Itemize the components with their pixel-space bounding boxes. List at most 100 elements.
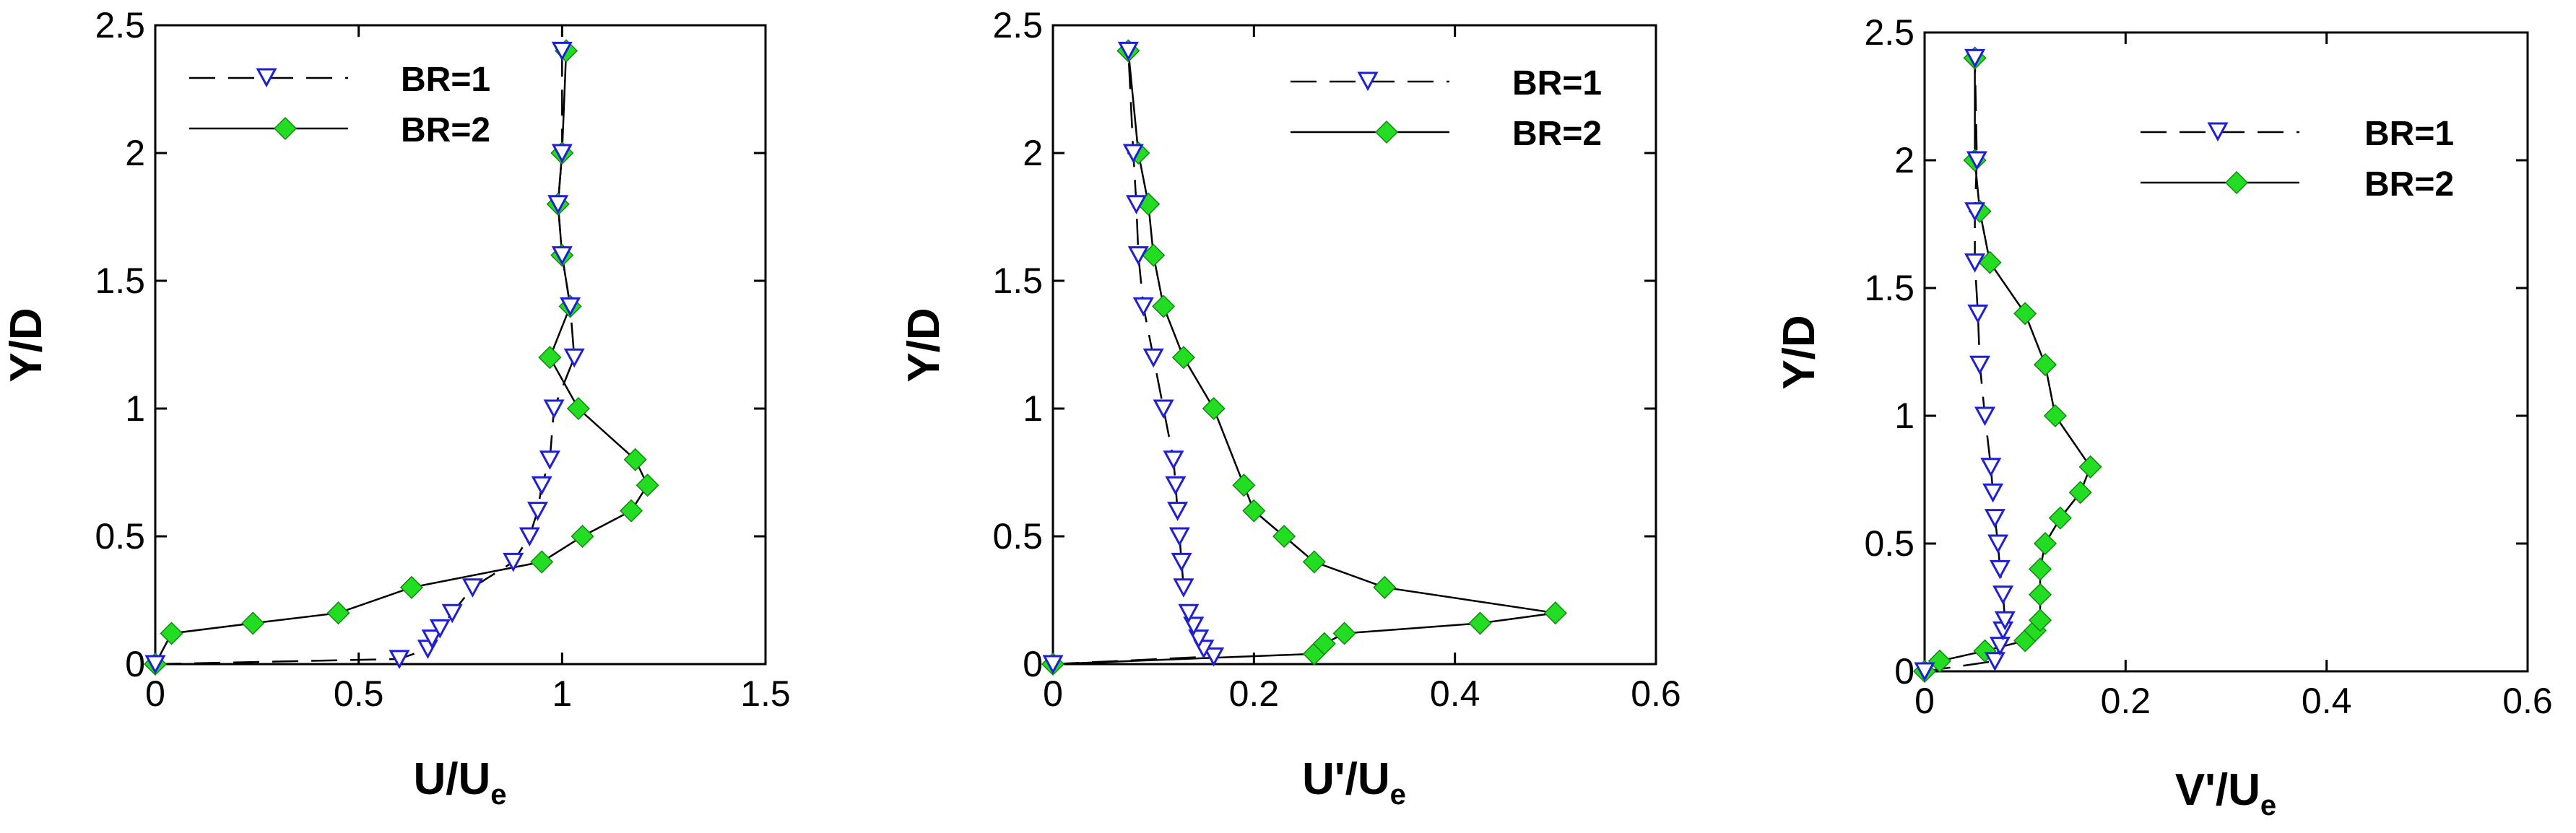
plot-frame (1051, 24, 1657, 666)
series-line-br1 (1924, 58, 2006, 673)
data-point-br2 (636, 474, 659, 497)
data-point-br1 (1132, 297, 1154, 317)
data-point-br1 (1122, 144, 1144, 164)
series-lines (1052, 51, 1556, 666)
data-point-br1 (1984, 509, 2005, 528)
data-point-br2 (1468, 611, 1492, 635)
x-tick-label: 0.4 (1430, 673, 1480, 714)
x-tick-label: 0.5 (334, 673, 384, 714)
y-tick-label: 0 (125, 644, 145, 684)
data-point-br1 (551, 144, 573, 164)
x-axis-title-main: U'/U (1302, 754, 1390, 804)
data-point-br2 (326, 601, 350, 625)
data-point-br1 (1980, 458, 2002, 477)
y-tick-label: 2 (125, 133, 145, 173)
plot-frame (154, 24, 767, 666)
y-tick-label: 1.5 (992, 261, 1043, 301)
y-tick-label: 0 (1023, 644, 1043, 684)
data-point-br1 (526, 502, 549, 521)
series-line-br2 (1924, 58, 2092, 673)
data-point-br1 (1165, 476, 1187, 496)
y-tick-label: 1 (1023, 388, 1043, 429)
x-tick-label: 1.5 (740, 673, 791, 714)
data-point-br1 (560, 297, 581, 317)
data-point-br1 (1984, 652, 2005, 671)
y-axis-title: Y/D (1774, 315, 1824, 389)
data-point-br1 (1967, 304, 1989, 324)
data-point-br1 (531, 476, 552, 496)
data-point-br2 (2078, 455, 2102, 479)
data-point-br1 (1914, 662, 1935, 682)
data-point-br2 (1543, 601, 1567, 625)
data-point-br2 (241, 611, 265, 635)
x-axis-title-main: V'/U (2175, 765, 2260, 815)
y-tick-label: 0.5 (992, 516, 1043, 557)
data-point-br1 (441, 603, 463, 624)
data-point-br2 (1373, 575, 1397, 599)
data-point-br1 (551, 41, 573, 61)
data-point-br1 (1987, 534, 2009, 554)
data-point-br1 (144, 655, 166, 675)
data-point-br2 (160, 622, 183, 645)
data-point-br1 (1042, 655, 1064, 675)
data-point-br1 (551, 246, 573, 266)
x-tick-label: 1 (552, 673, 572, 714)
data-point-br2 (399, 575, 423, 599)
legend-label-br2: BR=2 (401, 111, 490, 149)
data-point-br2 (566, 396, 590, 421)
data-point-br1 (1974, 406, 1996, 427)
data-point-br1 (1966, 151, 1987, 171)
x-tick-label: 0.2 (2101, 681, 2151, 721)
data-point-br2 (623, 448, 647, 471)
data-point-br2 (2048, 506, 2072, 530)
data-point-br1 (1982, 483, 2004, 503)
data-point-br2 (2028, 557, 2052, 581)
legend-marker-br1 (2207, 122, 2229, 142)
data-point-br2 (2033, 531, 2057, 556)
legend: BR=1 BR=2 (2141, 115, 2454, 204)
x-tick-label: 0.6 (2502, 681, 2553, 721)
tick-labels: 0 0.2 0.4 0.6 0 0.5 1 1.5 2 2.5 (1864, 12, 2552, 721)
data-point-br1 (543, 399, 565, 419)
y-tick-label: 1 (125, 388, 145, 429)
x-axis-title-subscript: e (490, 779, 506, 811)
legend-marker-br2 (2224, 170, 2249, 195)
x-axis-title: V'/Ue (2175, 765, 2276, 821)
data-point-br1 (1173, 578, 1194, 598)
data-point-br2 (2013, 302, 2037, 326)
data-point-br2 (1978, 250, 2002, 274)
x-axis-title-main: U/U (413, 754, 490, 804)
data-point-br2 (1272, 524, 1296, 549)
data-point-br1 (547, 195, 569, 214)
legend-label-br2: BR=2 (1512, 115, 1602, 153)
data-point-br2 (1927, 649, 1951, 673)
y-axis-title: Y/D (899, 308, 949, 382)
data-point-br2 (1171, 346, 1195, 370)
x-axis-title: U'/Ue (1302, 754, 1406, 811)
data-point-br2 (2033, 353, 2057, 377)
x-tick-label: 0.4 (2302, 681, 2352, 721)
data-point-br1 (461, 578, 483, 598)
data-point-br1 (1163, 450, 1184, 470)
tick-labels: 0 0.5 1 1.5 0 0.5 1 1.5 2 2.5 (95, 5, 790, 714)
x-axis-title: U/Ue (413, 754, 506, 811)
data-point-br2 (620, 499, 643, 523)
data-point-br1 (421, 629, 443, 649)
x-tick-label: 0.2 (1229, 673, 1280, 714)
data-point-br2 (1332, 622, 1356, 645)
y-tick-label: 1.5 (95, 261, 145, 301)
y-tick-label: 0.5 (1864, 523, 1914, 564)
tick-labels: 0 0.2 0.4 0.6 0 0.5 1 1.5 2 2.5 (992, 5, 1681, 714)
legend: BR=1 BR=2 (189, 61, 490, 149)
x-tick-label: 0.6 (1631, 673, 1681, 714)
data-point-br2 (530, 550, 554, 574)
data-point-br2 (2028, 609, 2052, 632)
data-point-br2 (1232, 474, 1256, 497)
data-point-br1 (1964, 253, 1986, 273)
data-point-br1 (1994, 611, 2016, 631)
y-tick-label: 0 (1894, 651, 1914, 692)
series-lines (1924, 58, 2092, 673)
series-line-br1 (155, 51, 576, 666)
data-point-br1 (1142, 348, 1164, 368)
